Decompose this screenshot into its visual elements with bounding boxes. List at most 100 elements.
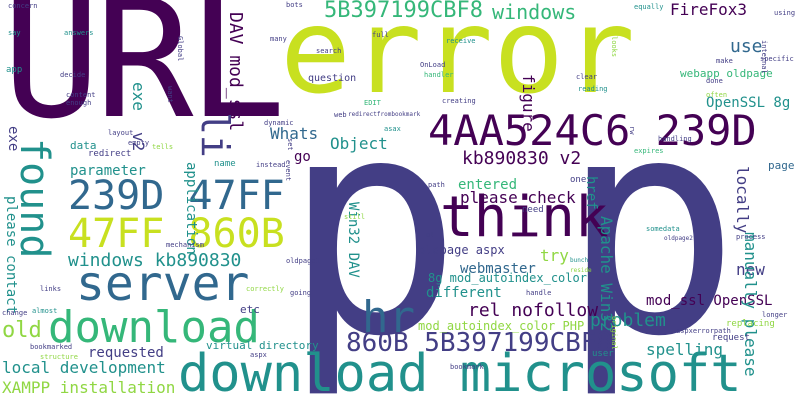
word-windows: windows xyxy=(492,0,577,24)
word-oldpage2: oldpage2 xyxy=(664,235,693,242)
word-firefox3: FireFox3 xyxy=(670,0,748,19)
word-bots: bots xyxy=(286,1,303,9)
word-still: still xyxy=(344,213,366,221)
word-oldpage-aspx: oldpage aspx xyxy=(418,243,505,257)
word-new: new xyxy=(736,260,765,279)
word-virtual-directory: virtual directory xyxy=(206,339,319,352)
word-using: using xyxy=(774,9,796,17)
word-structure: structure xyxy=(40,353,78,361)
word-global: Global xyxy=(176,36,184,62)
word-local-development: local development xyxy=(2,358,166,377)
word-p-large-right: p xyxy=(560,53,741,400)
word-webmaster: webmaster xyxy=(460,261,536,277)
word-edit: EDIT xyxy=(364,99,381,107)
word-bookmark: bookmark xyxy=(450,363,484,371)
word-question: question xyxy=(308,73,357,84)
word-please-contact: please contact xyxy=(3,196,19,315)
word-onload: OnLoad xyxy=(420,61,446,69)
word-replacing: replacing xyxy=(726,319,775,329)
word-found: found xyxy=(11,138,57,259)
word-download-microsoft: download microsoft xyxy=(178,344,742,400)
word-web: web xyxy=(334,111,347,119)
word-xampp-installation: XAMPP installation xyxy=(2,378,176,397)
word-reside: reside xyxy=(570,267,592,274)
word-win32-dav: Win32 DAV xyxy=(345,202,361,278)
word-name: name xyxy=(214,159,236,169)
word-layout: layout xyxy=(108,129,134,137)
word-page: page xyxy=(768,159,795,172)
word-aspxerrorpath: aspxerrorpath xyxy=(676,327,731,335)
word-handler: handler xyxy=(424,71,454,79)
word-old: old xyxy=(2,318,42,343)
word-content: content xyxy=(66,91,96,99)
word-etc: etc xyxy=(240,303,260,316)
word-ol: ol xyxy=(426,231,435,239)
word-different: different xyxy=(426,285,502,301)
word-reading: reading xyxy=(578,85,608,93)
word-hr: hr xyxy=(362,292,415,343)
word-specific: specific xyxy=(760,55,794,63)
word-user: user xyxy=(592,349,614,359)
word-spelling: spelling xyxy=(646,340,724,359)
word-whats: Whats xyxy=(270,124,319,143)
word-done: done xyxy=(706,77,723,85)
word-process: process xyxy=(736,233,766,241)
word-tells: tells xyxy=(152,143,174,151)
word-think: think xyxy=(440,185,609,250)
word-kb890830-v2: kb890830 v2 xyxy=(462,148,582,169)
word-dav-mod-ssl: DAV mod_ssl xyxy=(225,12,246,132)
word-entered: entered xyxy=(458,177,518,193)
word-application: application xyxy=(183,162,199,255)
word-one: one xyxy=(570,175,587,185)
word-handling: handling xyxy=(658,135,692,143)
word-almost: almost xyxy=(32,307,58,315)
word-url: URL xyxy=(2,0,286,155)
word-redirectfrombookmark: redirectfrombookmark xyxy=(348,111,421,118)
word-creating: creating xyxy=(442,97,476,105)
word-exe-upper: exe xyxy=(129,82,148,111)
word-mechanism: mechanism xyxy=(166,241,204,249)
word-8g-mod-autoindex-color: 8g mod_autoindex_color xyxy=(428,271,587,285)
word-rw: rw xyxy=(628,126,636,135)
word-mod-ssl-openssl: mod_ssl OpenSSL xyxy=(646,293,773,309)
word-5b397199cbf8-top: 5B397199CBF8 xyxy=(324,0,483,23)
word-make: make xyxy=(716,57,733,65)
word-handle: handle xyxy=(526,289,552,297)
word-47ff-860b: 47FF 860B xyxy=(68,211,285,257)
word-object: Object xyxy=(330,134,388,153)
word-instead: instead xyxy=(256,161,286,169)
word-openssl-8g: OpenSSL 8g xyxy=(706,95,791,111)
word-links: links xyxy=(40,285,62,293)
word-li: li xyxy=(193,112,237,158)
word-860b-5b397199cbf8: 860B 5B397199CBF8 xyxy=(346,328,613,358)
word-please-check: please check xyxy=(460,188,576,207)
word-somedata: somedata xyxy=(646,225,680,233)
word-manually-please: manually please xyxy=(741,232,760,377)
word-redirect: redirect xyxy=(88,149,132,159)
word-data: data xyxy=(70,139,97,152)
word-say: say xyxy=(8,29,21,37)
word-internal: internal xyxy=(760,40,768,74)
word-answers: answers xyxy=(64,29,94,37)
word-receive: receive xyxy=(446,37,476,45)
word-app: app xyxy=(6,65,23,75)
word-event: event xyxy=(284,160,292,182)
word-4aa524c6-239d: 4AA524C6 239D xyxy=(428,106,757,155)
word-v2: v2 xyxy=(129,132,148,152)
word-equally: equally xyxy=(634,3,664,11)
word-original: original xyxy=(610,316,618,350)
word-correctly: correctly xyxy=(246,285,284,293)
word-rel-nofollow: rel nofollow xyxy=(468,300,599,321)
word-dynamic: dynamic xyxy=(264,119,294,127)
word-want: want xyxy=(166,86,174,103)
word-request: request xyxy=(712,333,750,343)
word-try: try xyxy=(540,246,569,265)
word-many: many xyxy=(270,35,287,43)
word-set: set xyxy=(286,138,294,151)
word-problem: problem xyxy=(590,310,666,331)
word-bunch: bunch xyxy=(570,257,589,264)
word-full: full xyxy=(372,31,389,39)
word-download: download xyxy=(48,302,260,353)
word-figure: figure xyxy=(519,74,538,132)
